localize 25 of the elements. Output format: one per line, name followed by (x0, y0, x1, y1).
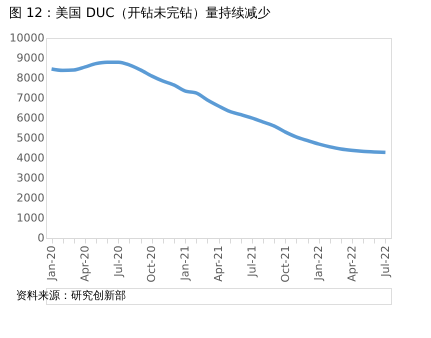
x-tick-label: Jul-22 (378, 246, 392, 278)
y-tick-label: 3000 (16, 172, 44, 184)
y-tick-label: 1000 (16, 212, 44, 224)
x-tick-label: Oct-21 (278, 246, 292, 282)
line-series (50, 60, 388, 154)
y-tick-label: 6000 (16, 112, 44, 124)
y-tick-label: 7000 (16, 92, 44, 104)
y-tick-label: 10000 (10, 32, 44, 44)
x-tick-label: Apr-20 (78, 246, 92, 282)
chart-title: 图 12：美国 DUC（开钻未完钻）量持续减少 (9, 5, 270, 21)
y-tick-label: 5000 (16, 132, 44, 144)
text: 资料来源：研究创新部 (16, 289, 126, 302)
x-tick-label: Apr-21 (212, 246, 225, 282)
x-tick-label: Oct-20 (145, 246, 158, 282)
x-tick-label: Jul-21 (245, 246, 258, 278)
y-tick-label: 9000 (16, 52, 44, 64)
x-tick-label: Apr-22 (346, 246, 359, 282)
x-tick-label: Jul-20 (112, 246, 125, 278)
y-tick-label: 0 (38, 232, 44, 244)
y-tick-label: 8000 (16, 72, 44, 84)
x-tick-label: Jan-20 (45, 246, 58, 282)
x-tick-label: Jan-22 (312, 246, 326, 282)
x-tick-label: Jan-21 (178, 246, 192, 282)
y-tick-label: 4000 (16, 152, 44, 164)
y-tick-label: 2000 (16, 192, 44, 204)
